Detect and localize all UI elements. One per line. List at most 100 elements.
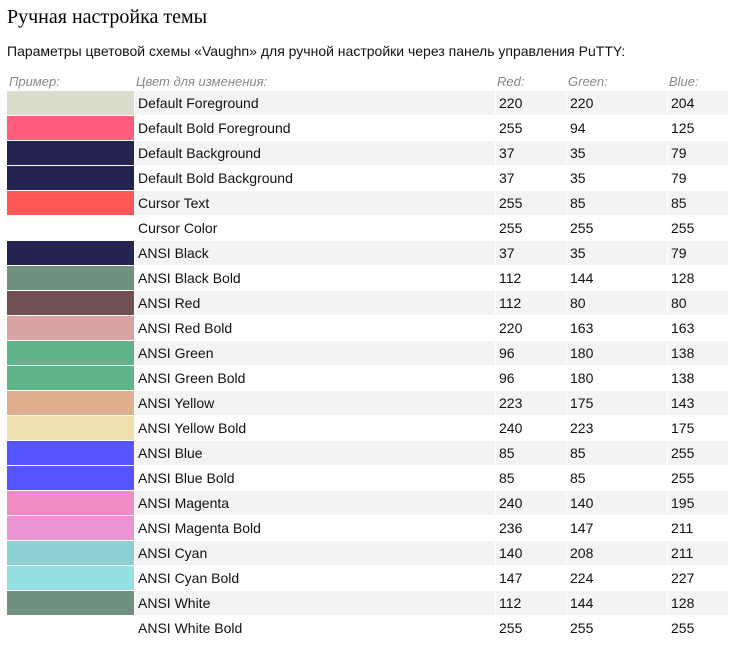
table-row: ANSI Cyan 140 208 211 bbox=[7, 541, 728, 566]
green-value-cell: 94 bbox=[566, 116, 667, 141]
table-row: ANSI Green 96 180 138 bbox=[7, 341, 728, 366]
red-value-cell: 112 bbox=[495, 591, 566, 616]
red-value-cell: 147 bbox=[495, 566, 566, 591]
table-row: Default Bold Background 37 35 79 bbox=[7, 166, 728, 191]
color-name-cell: ANSI Green Bold bbox=[134, 366, 495, 391]
color-name-cell: ANSI Black bbox=[134, 241, 495, 266]
color-swatch bbox=[7, 341, 134, 365]
red-value-cell: 85 bbox=[495, 466, 566, 491]
color-name-cell: Default Background bbox=[134, 141, 495, 166]
color-name-cell: ANSI Red bbox=[134, 291, 495, 316]
color-name-cell: ANSI Green bbox=[134, 341, 495, 366]
table-row: Default Foreground 220 220 204 bbox=[7, 91, 728, 116]
green-value-cell: 144 bbox=[566, 266, 667, 291]
header-color-name: Цвет для изменения: bbox=[136, 74, 268, 89]
color-swatch-cell bbox=[7, 141, 134, 166]
color-swatch bbox=[7, 566, 134, 590]
color-swatch-cell bbox=[7, 441, 134, 466]
red-value-cell: 85 bbox=[495, 441, 566, 466]
color-name-cell: ANSI White Bold bbox=[134, 616, 495, 641]
color-swatch bbox=[7, 91, 134, 115]
blue-value-cell: 163 bbox=[667, 316, 728, 341]
color-swatch-cell bbox=[7, 541, 134, 566]
table-row: ANSI Yellow 223 175 143 bbox=[7, 391, 728, 416]
table-row: ANSI White Bold 255 255 255 bbox=[7, 616, 728, 641]
green-value-cell: 208 bbox=[566, 541, 667, 566]
color-swatch-cell bbox=[7, 316, 134, 341]
blue-value-cell: 255 bbox=[667, 616, 728, 641]
red-value-cell: 255 bbox=[495, 116, 566, 141]
red-value-cell: 112 bbox=[495, 291, 566, 316]
blue-value-cell: 125 bbox=[667, 116, 728, 141]
color-name-cell: ANSI Black Bold bbox=[134, 266, 495, 291]
color-swatch-cell bbox=[7, 391, 134, 416]
blue-value-cell: 128 bbox=[667, 591, 728, 616]
table-row: Default Bold Foreground 255 94 125 bbox=[7, 116, 728, 141]
color-swatch bbox=[7, 441, 134, 465]
green-value-cell: 35 bbox=[566, 166, 667, 191]
blue-value-cell: 79 bbox=[667, 166, 728, 191]
header-blue: Blue: bbox=[669, 74, 699, 89]
color-swatch bbox=[7, 266, 134, 290]
blue-value-cell: 79 bbox=[667, 241, 728, 266]
color-swatch-cell bbox=[7, 166, 134, 191]
color-swatch bbox=[7, 291, 134, 315]
blue-value-cell: 128 bbox=[667, 266, 728, 291]
color-name-cell: Cursor Color bbox=[134, 216, 495, 241]
color-scheme-table: Пример: Цвет для изменения: Red: Green: … bbox=[7, 72, 728, 641]
color-swatch bbox=[7, 216, 134, 240]
color-swatch bbox=[7, 191, 134, 215]
color-swatch bbox=[7, 116, 134, 140]
blue-value-cell: 255 bbox=[667, 216, 728, 241]
red-value-cell: 223 bbox=[495, 391, 566, 416]
green-value-cell: 35 bbox=[566, 141, 667, 166]
red-value-cell: 236 bbox=[495, 516, 566, 541]
color-name-cell: ANSI Cyan bbox=[134, 541, 495, 566]
color-swatch-cell bbox=[7, 516, 134, 541]
color-swatch-cell bbox=[7, 116, 134, 141]
red-value-cell: 220 bbox=[495, 91, 566, 116]
header-red: Red: bbox=[497, 74, 525, 89]
color-swatch bbox=[7, 516, 134, 540]
blue-value-cell: 211 bbox=[667, 516, 728, 541]
color-swatch-cell bbox=[7, 616, 134, 641]
table-row: Cursor Text 255 85 85 bbox=[7, 191, 728, 216]
green-value-cell: 35 bbox=[566, 241, 667, 266]
red-value-cell: 112 bbox=[495, 266, 566, 291]
color-swatch-cell bbox=[7, 491, 134, 516]
green-value-cell: 85 bbox=[566, 191, 667, 216]
color-swatch-cell bbox=[7, 266, 134, 291]
green-value-cell: 140 bbox=[566, 491, 667, 516]
table-row: Cursor Color 255 255 255 bbox=[7, 216, 728, 241]
table-row: ANSI Magenta 240 140 195 bbox=[7, 491, 728, 516]
green-value-cell: 255 bbox=[566, 216, 667, 241]
blue-value-cell: 204 bbox=[667, 91, 728, 116]
green-value-cell: 224 bbox=[566, 566, 667, 591]
red-value-cell: 37 bbox=[495, 166, 566, 191]
blue-value-cell: 211 bbox=[667, 541, 728, 566]
red-value-cell: 240 bbox=[495, 416, 566, 441]
color-swatch-cell bbox=[7, 591, 134, 616]
green-value-cell: 85 bbox=[566, 466, 667, 491]
color-swatch bbox=[7, 366, 134, 390]
page-title: Ручная настройка темы bbox=[7, 6, 208, 28]
color-swatch-cell bbox=[7, 241, 134, 266]
color-name-cell: ANSI Yellow bbox=[134, 391, 495, 416]
color-swatch-cell bbox=[7, 291, 134, 316]
green-value-cell: 144 bbox=[566, 591, 667, 616]
color-swatch bbox=[7, 541, 134, 565]
header-swatch: Пример: bbox=[9, 74, 60, 89]
table-row: ANSI Magenta Bold 236 147 211 bbox=[7, 516, 728, 541]
blue-value-cell: 255 bbox=[667, 466, 728, 491]
table-row: ANSI Red Bold 220 163 163 bbox=[7, 316, 728, 341]
color-swatch bbox=[7, 241, 134, 265]
color-name-cell: ANSI Magenta Bold bbox=[134, 516, 495, 541]
blue-value-cell: 143 bbox=[667, 391, 728, 416]
green-value-cell: 220 bbox=[566, 91, 667, 116]
color-name-cell: ANSI Magenta bbox=[134, 491, 495, 516]
table-row: ANSI Blue Bold 85 85 255 bbox=[7, 466, 728, 491]
green-value-cell: 175 bbox=[566, 391, 667, 416]
green-value-cell: 255 bbox=[566, 616, 667, 641]
color-swatch-cell bbox=[7, 216, 134, 241]
color-swatch-cell bbox=[7, 91, 134, 116]
